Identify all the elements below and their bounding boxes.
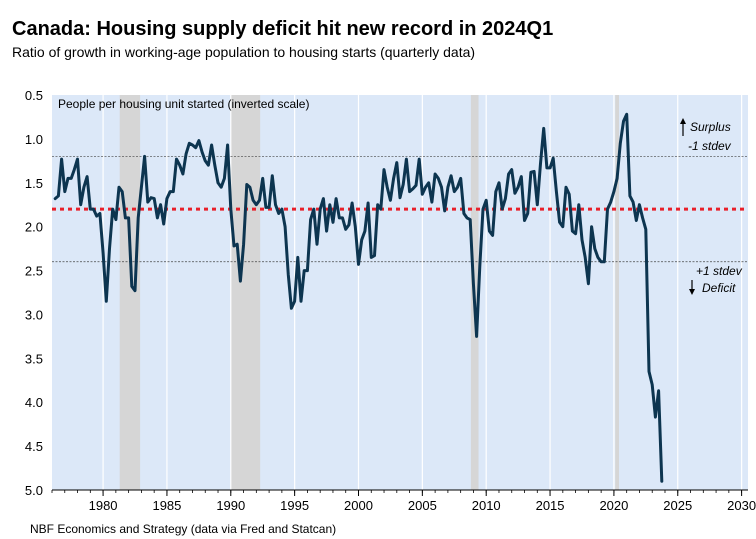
deficit-label: Deficit [702,281,736,295]
deficit-annotation: +1 stdev Deficit [689,264,743,295]
y-tick-label: 3.5 [25,351,43,366]
x-tick-label: 2030 [727,498,756,513]
recession-band-2 [230,95,261,490]
source-note: NBF Economics and Strategy (data via Fre… [30,522,337,536]
recession-band-1 [119,95,141,490]
y-tick-label: 3.0 [25,307,43,322]
x-tick-label: 2025 [663,498,692,513]
series-line-1 [53,112,664,483]
surplus-annotation: Surplus -1 stdev [680,118,732,153]
minus-stdev-label: -1 stdev [688,139,732,153]
y-tick-label: 2.5 [25,264,43,279]
chart-title: Canada: Housing supply deficit hit new r… [12,18,554,40]
x-tick-label: 1995 [280,498,309,513]
x-tick-label: 1985 [152,498,181,513]
y-axis-ticks: 0.5 1.0 1.5 2.0 2.5 3.0 3.5 4.0 4.5 5.0 [25,88,43,498]
x-tick-label: 2020 [599,498,628,513]
y-tick-label: 1.5 [25,176,43,191]
x-tick-label: 2005 [408,498,437,513]
x-axis-ticks: 1980 1985 1990 1995 2000 2005 2010 2015 2020 2025… [51,490,756,513]
y-tick-label: 4.5 [25,439,43,454]
x-tick-label: 2015 [536,498,565,513]
data-series [53,112,664,483]
y-tick-label: 0.5 [25,88,43,103]
x-tick-label: 1980 [89,498,118,513]
recession-band-4 [615,95,620,490]
y-tick-label: 2.0 [25,220,43,235]
chart-subtitle: Ratio of growth in working-age populatio… [12,44,476,60]
reference-lines [52,156,748,263]
surplus-arrow-head [680,118,686,124]
inner-scale-label: People per housing unit started (inverte… [58,97,309,111]
deficit-arrow-head [689,289,695,295]
x-tick-label: 2000 [344,498,373,513]
y-tick-label: 4.0 [25,395,43,410]
grid-lines [102,95,743,490]
plot-area [52,95,748,490]
x-tick-label: 2010 [472,498,501,513]
plus-stdev-label: +1 stdev [696,264,743,278]
y-tick-label: 5.0 [25,483,43,498]
surplus-label: Surplus [690,120,731,134]
x-tick-label: 1990 [216,498,245,513]
y-tick-label: 1.0 [25,132,43,147]
